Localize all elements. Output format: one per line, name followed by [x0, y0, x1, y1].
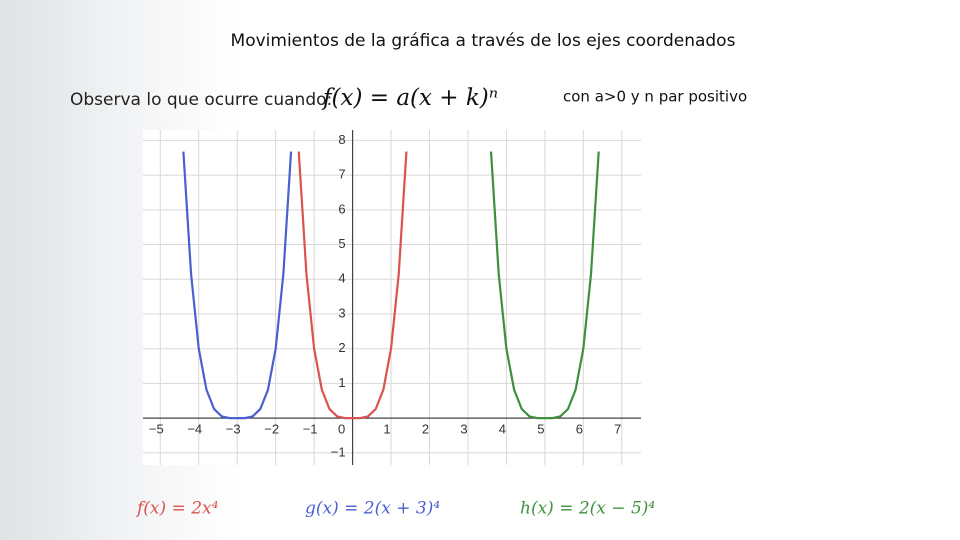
x-tick-label: 5 — [537, 422, 544, 437]
y-tick-label: 2 — [338, 340, 345, 355]
y-tick-label: 3 — [338, 305, 345, 320]
x-tick-label: −3 — [226, 422, 241, 437]
formula: f(x) = a(x + k)ⁿ — [321, 85, 498, 111]
curve — [182, 151, 293, 420]
y-tick-label: 5 — [338, 236, 345, 251]
chart: −5 −4 −3 −2 −1 0 1 2 3 4 5 6 7 −1 1 2 3 4 5 6 7 8 — [143, 130, 641, 465]
y-tick-label: 1 — [338, 375, 345, 390]
plot-area — [143, 130, 641, 465]
x-tick-label: 4 — [499, 422, 506, 437]
x-tick-label: 6 — [576, 422, 583, 437]
y-tick-label: −1 — [331, 444, 346, 459]
y-tick-label: 8 — [338, 132, 345, 147]
x-tick-label: 1 — [383, 422, 390, 437]
x-tick-label: 0 — [338, 422, 345, 437]
series-layer — [182, 151, 600, 420]
y-tick-label: 4 — [338, 271, 345, 286]
x-tick-label: −2 — [264, 422, 279, 437]
legend-label: f(x) = 2x⁴ — [135, 499, 219, 519]
x-tick-label: 2 — [422, 422, 429, 437]
curve — [489, 151, 600, 420]
legend-label: h(x) = 2(x − 5)⁴ — [520, 499, 655, 519]
prompt: Observa lo que ocurre cuando: — [70, 90, 332, 110]
x-tick-label: 3 — [460, 422, 467, 437]
legend-label: g(x) = 2(x + 3)⁴ — [305, 499, 440, 519]
y-tick-label: 6 — [338, 201, 345, 216]
slide-title: Movimientos de la gráfica a través de lo… — [231, 31, 736, 51]
x-tick-label: −1 — [303, 422, 318, 437]
curve — [297, 151, 408, 420]
x-tick-label: −4 — [187, 422, 202, 437]
x-tick-label: 7 — [614, 422, 621, 437]
x-tick-label: −5 — [149, 422, 164, 437]
condition: con a>0 y n par positivo — [563, 88, 747, 106]
y-tick-label: 7 — [338, 167, 345, 182]
